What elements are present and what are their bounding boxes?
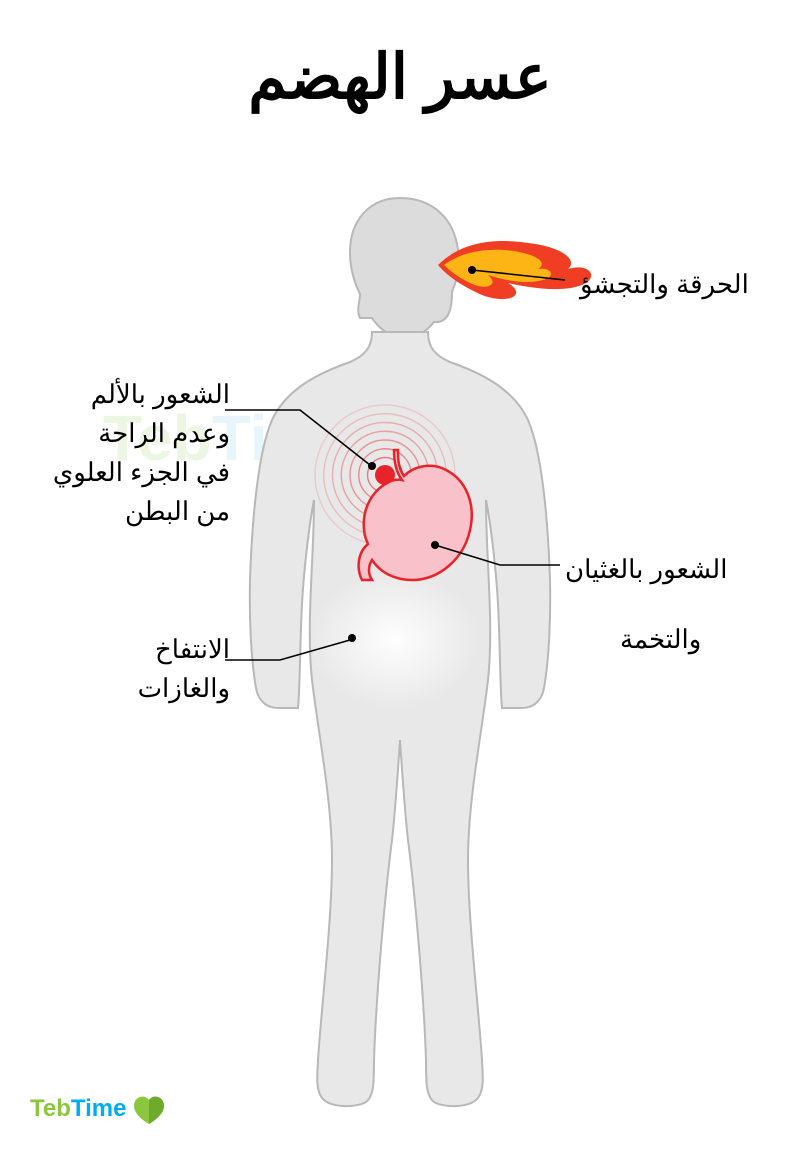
flame-icon: [438, 241, 591, 299]
brand-logo: TebTime: [30, 1094, 166, 1124]
belly-glow: [310, 570, 480, 710]
label-fullness: والتخمة: [620, 620, 701, 659]
label-heartburn: الحرقة والتجشؤ: [580, 265, 749, 304]
infographic-canvas: عسر الهضم TebTime: [0, 0, 800, 1154]
logo-text: TebTime: [30, 1095, 126, 1123]
label-nausea: الشعور بالغثيان: [565, 550, 727, 589]
logo-time: Time: [71, 1095, 127, 1122]
logo-teb: Teb: [30, 1095, 71, 1122]
label-bloating: الانتفاخ والغازات: [110, 630, 230, 708]
heart-icon: [132, 1094, 166, 1124]
label-pain: الشعور بالألم وعدم الراحة في الجزء العلو…: [30, 375, 230, 531]
